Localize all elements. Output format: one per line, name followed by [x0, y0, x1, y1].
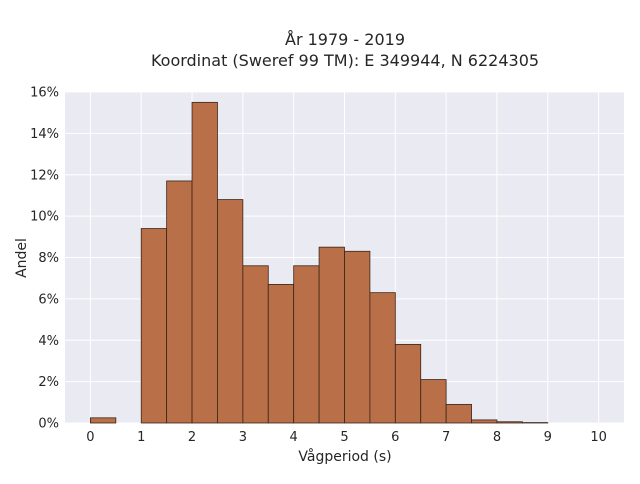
x-tick-label-4: 4: [290, 430, 298, 445]
x-tick-label-0: 0: [86, 430, 94, 445]
histogram-bar-6: [268, 284, 293, 423]
histogram-bar-9: [345, 251, 370, 423]
x-tick-label-2: 2: [188, 430, 196, 445]
y-tick-label-7: 14%: [30, 127, 59, 142]
x-tick-label-7: 7: [442, 430, 450, 445]
x-axis-ticks: 0 1 2 3 4 5 6 7 8 9 10: [86, 430, 607, 445]
histogram-bar-4: [217, 200, 242, 423]
histogram-bar-0: [90, 418, 115, 423]
y-tick-label-8: 16%: [30, 86, 59, 101]
histogram-bar-15: [497, 422, 522, 423]
histogram-bar-8: [319, 247, 344, 423]
x-axis-label: Vågperiod (s): [298, 448, 391, 465]
y-tick-label-5: 10%: [30, 210, 59, 225]
chart-title-line-2: Koordinat (Sweref 99 TM): E 349944, N 62…: [151, 51, 539, 70]
y-tick-label-6: 12%: [30, 168, 59, 183]
histogram-bar-12: [421, 380, 446, 423]
y-tick-label-4: 8%: [38, 251, 59, 266]
y-axis-label: Andel: [14, 238, 30, 278]
histogram-bar-5: [243, 266, 268, 423]
histogram-bar-13: [446, 404, 471, 423]
x-tick-label-3: 3: [239, 430, 247, 445]
histogram-bar-7: [294, 266, 319, 423]
histogram-bar-14: [472, 420, 497, 423]
chart-title-line-1: År 1979 - 2019: [285, 30, 405, 49]
y-tick-label-1: 2%: [38, 375, 59, 390]
histogram-bar-11: [395, 344, 420, 423]
x-tick-label-10: 10: [590, 430, 607, 445]
y-tick-label-3: 6%: [38, 292, 59, 307]
x-tick-label-9: 9: [544, 430, 552, 445]
y-tick-label-0: 0%: [38, 417, 59, 432]
y-axis-ticks: 0% 2% 4% 6% 8% 10% 12% 14% 16%: [30, 86, 59, 432]
y-tick-label-2: 4%: [38, 334, 59, 349]
histogram-bar-10: [370, 293, 395, 423]
x-tick-label-1: 1: [137, 430, 145, 445]
histogram-bar-3: [192, 102, 217, 423]
x-tick-label-6: 6: [391, 430, 399, 445]
x-tick-label-8: 8: [493, 430, 501, 445]
x-tick-label-5: 5: [340, 430, 348, 445]
histogram-bar-2: [167, 181, 192, 423]
histogram-bar-1: [141, 229, 166, 423]
